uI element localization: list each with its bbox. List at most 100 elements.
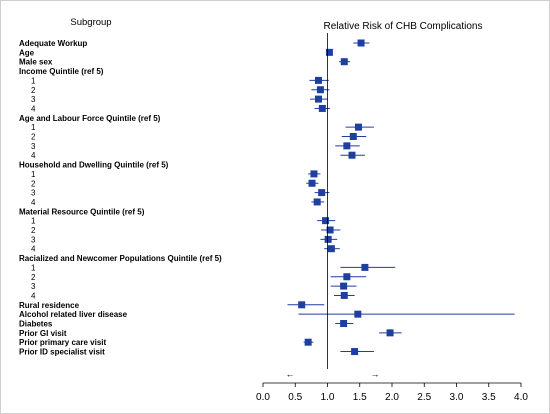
row-label: Age <box>19 48 35 57</box>
point-estimate-marker <box>314 95 322 103</box>
x-tick-label: 3.0 <box>450 392 464 403</box>
forest-row: Income Quintile (ref 5) <box>19 67 104 76</box>
row-label: 4 <box>31 198 36 207</box>
point-estimate-marker <box>340 58 348 66</box>
forest-row: 2 <box>31 86 330 95</box>
point-estimate-marker <box>343 142 351 150</box>
point-estimate-marker <box>324 235 332 243</box>
row-label: Prior GI visit <box>19 329 67 338</box>
forest-row: Adequate Workup <box>19 39 370 48</box>
point-estimate-marker <box>327 245 335 253</box>
forest-row: Household and Dwelling Quintile (ref 5) <box>19 161 169 170</box>
point-estimate-marker <box>325 48 333 56</box>
x-tick-label: 1.0 <box>321 392 335 403</box>
x-tick-label: 2.5 <box>417 392 431 403</box>
forest-row: Alcohol related liver disease <box>19 310 515 319</box>
row-label: Prior primary care visit <box>19 338 106 347</box>
point-estimate-marker <box>308 179 316 187</box>
forest-row: 3 <box>31 95 328 104</box>
forest-row: Prior primary care visit <box>19 338 314 347</box>
point-estimate-marker <box>361 263 369 271</box>
forest-row: 1 <box>31 217 336 226</box>
point-estimate-marker <box>298 301 306 309</box>
row-label: Racialized and Newcomer Populations Quin… <box>19 254 222 263</box>
point-estimate-marker <box>304 338 312 346</box>
x-tick-label: 0.0 <box>256 392 270 403</box>
row-label: Prior ID specialist visit <box>19 348 105 357</box>
row-label: 2 <box>31 86 36 95</box>
point-estimate-marker <box>340 282 348 290</box>
row-label: 2 <box>31 226 36 235</box>
forest-row: Male sex <box>19 58 351 67</box>
forest-row: Prior ID specialist visit <box>19 348 374 357</box>
right-arrow-icon: → <box>371 369 380 379</box>
row-label: 1 <box>31 76 36 85</box>
point-estimate-marker <box>322 217 330 225</box>
row-label: Material Resource Quintile (ref 5) <box>19 207 145 216</box>
row-label: 1 <box>31 263 36 272</box>
forest-row: 4 <box>31 291 355 300</box>
x-tick-label: 2.0 <box>385 392 399 403</box>
forest-row: Age <box>19 48 333 57</box>
row-label: 4 <box>31 104 36 113</box>
forest-row: 3 <box>31 142 360 151</box>
row-label: Income Quintile (ref 5) <box>19 67 104 76</box>
forest-row: 3 <box>31 189 330 198</box>
forest-row: Rural residence <box>19 301 325 310</box>
forest-row: Material Resource Quintile (ref 5) <box>19 207 145 216</box>
point-estimate-marker <box>354 310 362 318</box>
row-label: 2 <box>31 179 36 188</box>
point-estimate-marker <box>349 133 357 140</box>
row-label: 1 <box>31 217 36 226</box>
row-label: 3 <box>31 235 36 244</box>
row-label: 2 <box>31 273 36 282</box>
row-label: Age and Labour Force Quintile (ref 5) <box>19 114 161 123</box>
point-estimate-marker <box>340 291 348 299</box>
point-estimate-marker <box>314 76 322 84</box>
forest-row: 2 <box>31 179 319 188</box>
forest-row: Diabetes <box>19 320 354 329</box>
row-label: 1 <box>31 123 36 132</box>
forest-row: 1 <box>31 123 374 132</box>
forest-row: 4 <box>31 198 325 207</box>
row-label: 3 <box>31 142 36 151</box>
subgroup-column-header: Subgroup <box>70 17 111 28</box>
forest-row: 4 <box>31 104 331 113</box>
point-estimate-marker <box>316 86 324 94</box>
row-label: 3 <box>31 95 36 104</box>
forest-row: 3 <box>31 282 357 291</box>
x-tick-label: 1.5 <box>353 392 367 403</box>
forest-row: 2 <box>31 273 367 282</box>
row-label: 4 <box>31 151 36 160</box>
forest-row: 4 <box>31 245 340 254</box>
row-label: Rural residence <box>19 301 80 310</box>
row-label: 4 <box>31 245 36 254</box>
forest-row: Racialized and Newcomer Populations Quin… <box>19 254 222 263</box>
x-tick-label: 3.5 <box>482 392 496 403</box>
point-estimate-marker <box>357 39 365 47</box>
row-label: Household and Dwelling Quintile (ref 5) <box>19 161 169 170</box>
forest-row: 1 <box>31 263 396 272</box>
point-estimate-marker <box>354 123 362 131</box>
row-label: Diabetes <box>19 320 53 329</box>
row-label: 2 <box>31 133 36 142</box>
point-estimate-marker <box>313 198 321 206</box>
row-label: Male sex <box>19 58 53 67</box>
row-label: Alcohol related liver disease <box>19 310 128 319</box>
x-tick-label: 0.5 <box>288 392 302 403</box>
row-label: 3 <box>31 282 36 291</box>
point-estimate-marker <box>318 104 326 112</box>
forest-row: Prior GI visit <box>19 329 402 338</box>
point-estimate-marker <box>351 348 359 356</box>
point-estimate-marker <box>318 189 326 197</box>
row-label: Adequate Workup <box>19 39 87 48</box>
forest-row: 1 <box>31 76 329 85</box>
chart-title: Relative Risk of CHB Complications <box>324 21 483 32</box>
row-label: 1 <box>31 170 36 179</box>
row-label: 3 <box>31 189 36 198</box>
forest-row: 2 <box>31 226 341 235</box>
forest-row: Age and Labour Force Quintile (ref 5) <box>19 114 161 123</box>
